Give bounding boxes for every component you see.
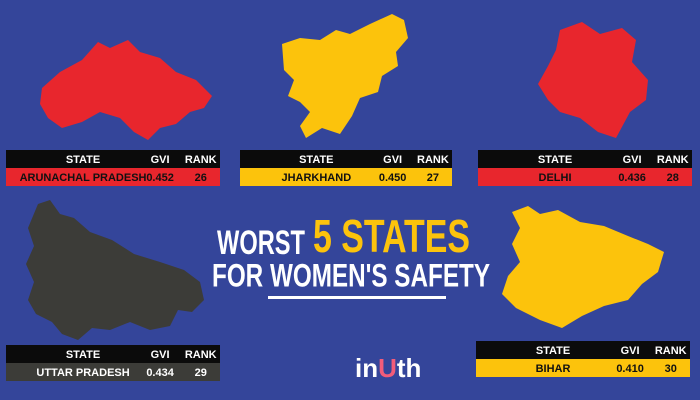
map-jharkhand xyxy=(282,14,408,138)
column-header: STATE xyxy=(299,154,333,166)
cell-gvi: 0.452 xyxy=(146,172,174,184)
column-header: RANK xyxy=(657,154,689,166)
table-header xyxy=(6,150,220,168)
table-row xyxy=(240,168,452,186)
column-header: GVI xyxy=(151,349,170,361)
logo-part: U xyxy=(378,353,397,383)
map-arunachal xyxy=(40,40,212,140)
cell-state: UTTAR PRADESH xyxy=(36,367,129,379)
column-header: GVI xyxy=(383,154,402,166)
cell-rank: 26 xyxy=(195,172,207,184)
table-row xyxy=(478,168,692,186)
column-header: GVI xyxy=(151,154,170,166)
table-row xyxy=(6,363,220,381)
column-header: STATE xyxy=(538,154,572,166)
table-header xyxy=(476,341,690,359)
title-highlight: 5 STATES xyxy=(313,210,470,262)
cell-rank: 27 xyxy=(427,172,439,184)
column-header: GVI xyxy=(621,345,640,357)
column-header: RANK xyxy=(417,154,449,166)
column-header: STATE xyxy=(66,349,100,361)
title-lead: WORST xyxy=(217,224,305,262)
title-line2: FOR WOMEN'S SAFETY xyxy=(212,257,490,293)
logo: inUth xyxy=(355,353,421,383)
title-underline xyxy=(268,296,446,299)
map-uttar-pradesh xyxy=(26,200,204,340)
cell-rank: 29 xyxy=(195,367,207,379)
column-header: STATE xyxy=(536,345,570,357)
column-header: RANK xyxy=(655,345,687,357)
map-delhi xyxy=(538,22,648,138)
cell-gvi: 0.436 xyxy=(618,172,646,184)
cell-state: ARUNACHAL PRADESH xyxy=(20,172,147,184)
logo-part: th xyxy=(397,353,422,383)
table-header xyxy=(478,150,692,168)
table-header xyxy=(6,345,220,363)
table-row xyxy=(476,359,690,377)
map-bihar xyxy=(502,206,664,328)
column-header: GVI xyxy=(623,154,642,166)
cell-rank: 28 xyxy=(667,172,679,184)
cell-gvi: 0.434 xyxy=(146,367,174,379)
cell-gvi: 0.450 xyxy=(379,172,407,184)
cell-state: JHARKHAND xyxy=(281,172,351,184)
table-header xyxy=(240,150,452,168)
logo-part: in xyxy=(355,353,378,383)
column-header: RANK xyxy=(185,349,217,361)
column-header: RANK xyxy=(185,154,217,166)
cell-state: DELHI xyxy=(539,172,572,184)
table-row xyxy=(6,168,220,186)
column-header: STATE xyxy=(66,154,100,166)
cell-state: BIHAR xyxy=(536,363,571,375)
cell-gvi: 0.410 xyxy=(616,363,644,375)
cell-rank: 30 xyxy=(665,363,677,375)
